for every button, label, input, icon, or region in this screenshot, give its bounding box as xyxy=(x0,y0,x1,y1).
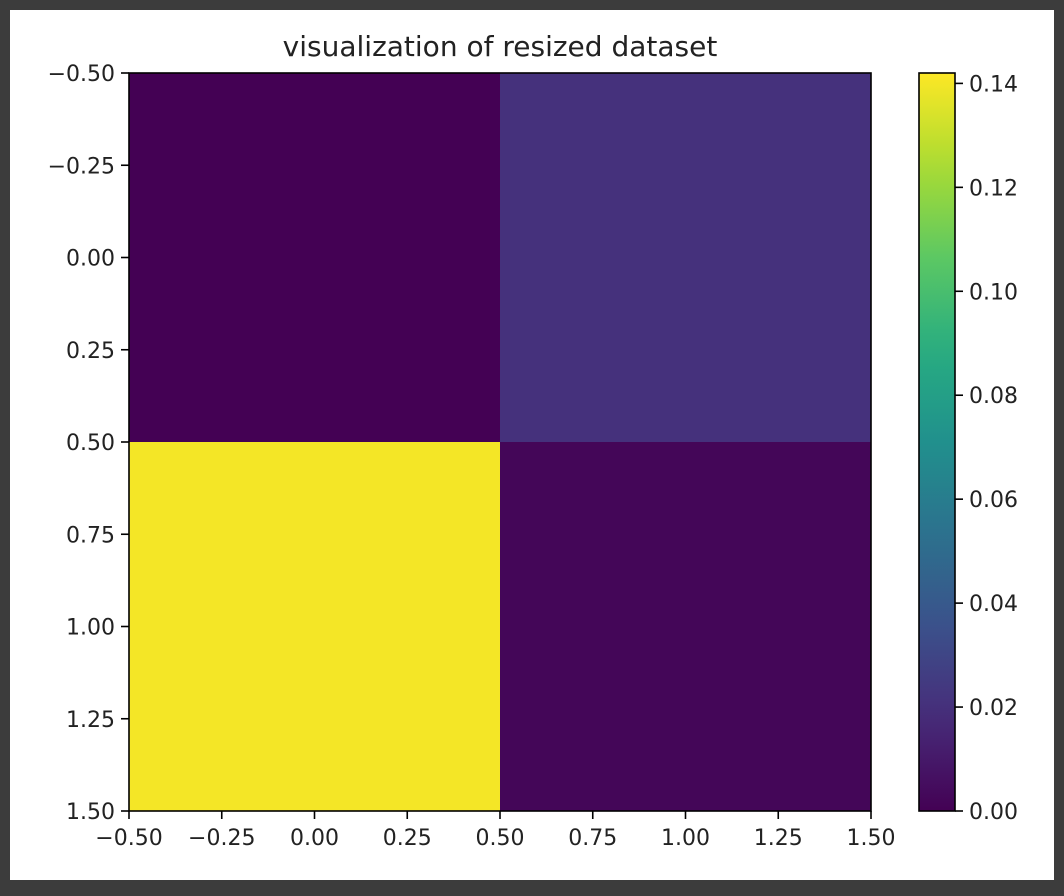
x-tick-label: 0.50 xyxy=(476,826,525,851)
x-tick-label: −0.25 xyxy=(188,826,255,851)
colorbar-tick-label: 0.02 xyxy=(969,696,1018,721)
y-tick-label: 1.00 xyxy=(66,616,115,641)
y-tick-label: −0.25 xyxy=(48,154,115,179)
colorbar-tick-label: 0.12 xyxy=(969,176,1018,201)
colorbar: 0.00 0.02 0.04 0.06 0.08 0.10 0.12 0.14 xyxy=(918,72,1018,825)
colorbar-tick-label: 0.08 xyxy=(969,384,1018,409)
heatmap-chart: visualization of resized dataset −0.50 −0… xyxy=(48,30,1018,851)
x-tick-label: 1.50 xyxy=(847,826,896,851)
colorbar-tick-label: 0.04 xyxy=(969,592,1018,617)
y-tick-label: 1.50 xyxy=(66,800,115,825)
x-tick-label: 1.00 xyxy=(661,826,710,851)
heatmap-cell-r1-c1 xyxy=(500,442,871,811)
colorbar-tick-label: 0.06 xyxy=(969,488,1018,513)
y-tick-label: 1.25 xyxy=(66,708,115,733)
colorbar-frame xyxy=(918,72,956,812)
x-tick-label: 1.25 xyxy=(754,826,803,851)
y-tick-label: 0.00 xyxy=(66,247,115,272)
heatmap-cells xyxy=(129,73,871,811)
x-tick-label: 0.25 xyxy=(383,826,432,851)
y-tick-label: 0.50 xyxy=(66,431,115,456)
chart-title: visualization of resized dataset xyxy=(283,30,718,63)
y-tick-label: −0.50 xyxy=(48,62,115,87)
x-tick-label: 0.75 xyxy=(568,826,617,851)
heatmap-cell-r1-c0 xyxy=(129,442,500,811)
colorbar-gradient xyxy=(919,73,955,811)
x-tick-label: −0.50 xyxy=(95,826,162,851)
y-tick-label: 0.75 xyxy=(66,523,115,548)
heatmap-axes: −0.50 −0.25 0.00 0.25 0.50 0.75 1.00 1.25 1.50−0… xyxy=(48,62,896,851)
heatmap-cell-r0-c1 xyxy=(500,73,871,442)
y-tick-label: 0.25 xyxy=(66,339,115,364)
colorbar-tick-label: 0.00 xyxy=(969,800,1018,825)
figure-canvas: visualization of resized dataset −0.50 −0… xyxy=(10,10,1054,880)
heatmap-cell-r0-c0 xyxy=(129,73,500,442)
x-tick-label: 0.00 xyxy=(290,826,339,851)
colorbar-tick-label: 0.14 xyxy=(969,72,1018,97)
colorbar-tick-label: 0.10 xyxy=(969,280,1018,305)
